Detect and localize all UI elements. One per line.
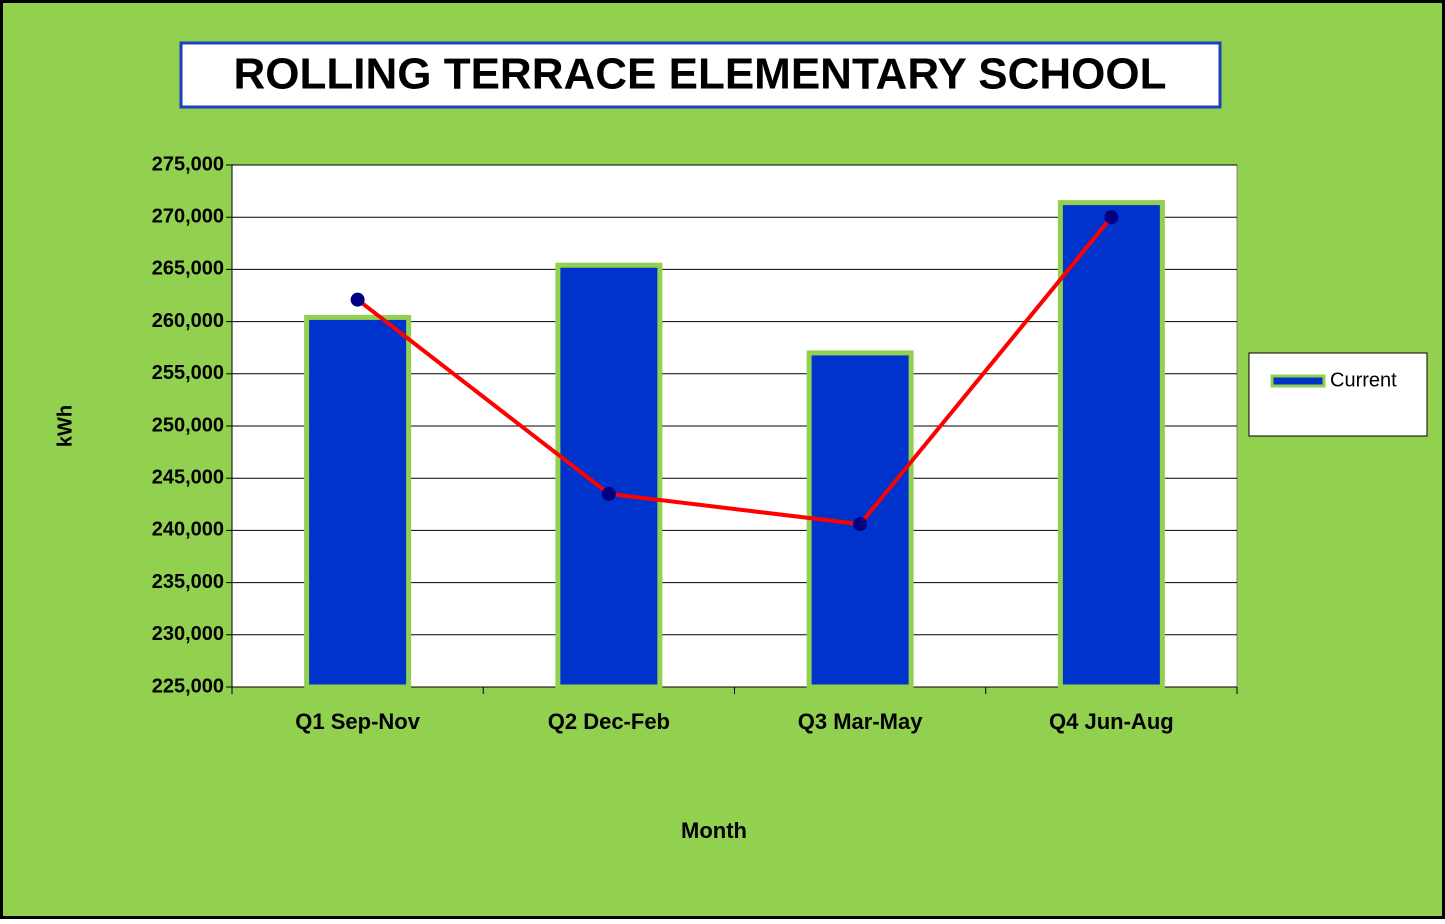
y-tick-label: 270,000: [152, 205, 224, 227]
legend-swatch: [1270, 374, 1326, 388]
line-marker: [1104, 210, 1119, 225]
legend-label: Current: [1330, 369, 1397, 391]
y-axis-label: kWh: [54, 405, 76, 447]
line-marker: [853, 517, 868, 532]
x-tick-label: Q3 Mar-May: [798, 709, 923, 734]
y-tick-label: 255,000: [152, 362, 224, 384]
title-box: [179, 41, 1222, 109]
y-tick-label: 230,000: [152, 623, 224, 645]
bar: [555, 262, 663, 690]
y-tick-label: 260,000: [152, 310, 224, 332]
line-marker: [601, 486, 616, 501]
legend: [1248, 352, 1428, 437]
bar: [304, 314, 412, 690]
x-tick-label: Q2 Dec-Feb: [548, 709, 670, 734]
x-tick-label: Q1 Sep-Nov: [295, 709, 420, 734]
line: [356, 215, 1113, 527]
y-tick-label: 240,000: [152, 519, 224, 541]
y-tick-label: 245,000: [152, 466, 224, 488]
y-tick-label: 225,000: [152, 675, 224, 697]
x-tick-label: Q4 Jun-Aug: [1049, 709, 1174, 734]
y-tick-label: 250,000: [152, 414, 224, 436]
line-marker: [350, 292, 365, 307]
y-tick-label: 275,000: [152, 153, 224, 175]
y-tick-label: 235,000: [152, 571, 224, 593]
chart-title: ROLLING TERRACE ELEMENTARY SCHOOL: [234, 50, 1167, 99]
x-axis-label: Month: [681, 818, 747, 843]
bar: [1057, 200, 1165, 690]
y-tick-label: 265,000: [152, 258, 224, 280]
